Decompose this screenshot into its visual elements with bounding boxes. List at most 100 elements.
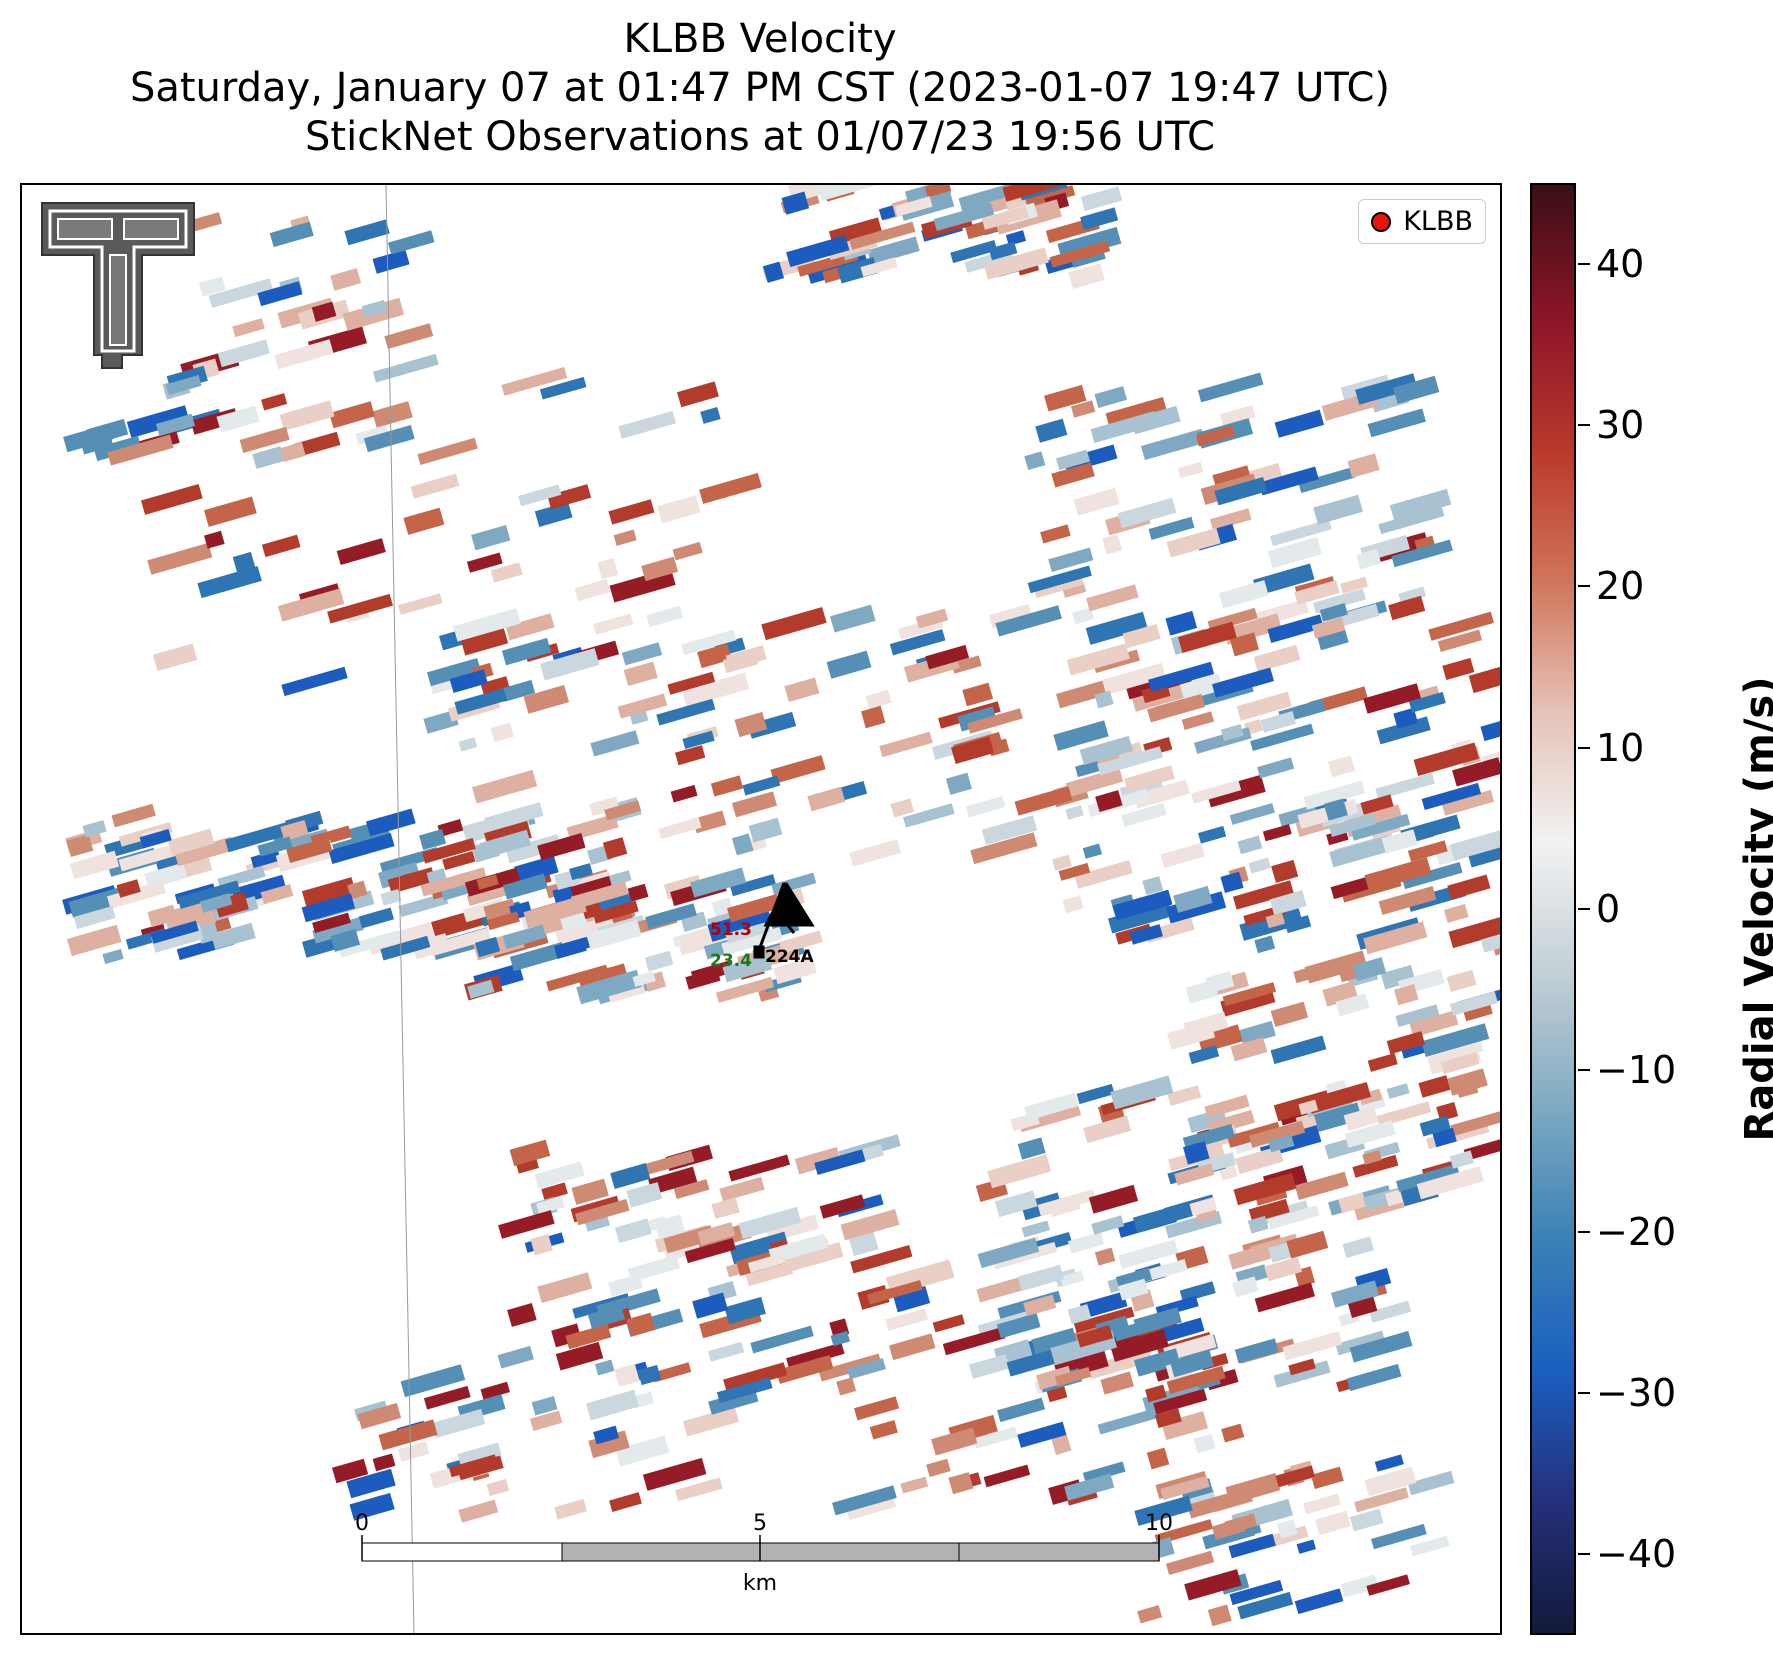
radar-velocity-field: 51.3 23.4 224A 0 5 10 km — [41, 185, 1500, 1633]
radar-gate — [1179, 1281, 1216, 1303]
radar-gate — [66, 924, 122, 957]
radar-gate — [1311, 617, 1346, 639]
radar-gate — [988, 241, 1018, 261]
colorbar-tick — [1578, 424, 1590, 426]
radar-gate — [617, 693, 668, 719]
radar-gate — [1142, 876, 1164, 896]
radar-gate — [1298, 1099, 1319, 1115]
radar-gate — [329, 401, 375, 429]
radar-gate — [330, 928, 361, 952]
radar-gate — [1052, 854, 1072, 871]
radar-gate — [1250, 723, 1315, 752]
radar-gate — [646, 605, 684, 628]
radar-gate — [1253, 644, 1301, 672]
radar-gate — [983, 1464, 1031, 1488]
radar-gate — [199, 893, 233, 913]
radar-gate — [486, 1478, 510, 1497]
radar-gate — [1073, 1306, 1135, 1334]
radar-gate — [850, 1245, 913, 1274]
radar-gate — [885, 1259, 953, 1289]
radar-gate — [1314, 1102, 1363, 1132]
radar-gate — [1347, 453, 1380, 478]
radar-gate — [1381, 829, 1418, 854]
radar-gate — [1350, 813, 1411, 841]
radar-gate — [346, 1468, 396, 1499]
radar-gate — [1166, 527, 1221, 558]
radar-gate — [697, 1221, 736, 1246]
title-line-1: KLBB Velocity — [623, 16, 897, 62]
radar-gate — [1258, 466, 1319, 496]
radar-gate — [523, 895, 587, 929]
radar-gate — [761, 606, 827, 641]
radar-gate — [590, 730, 640, 757]
radar-gate — [454, 688, 508, 715]
radar-gate — [1080, 186, 1123, 212]
radar-gate — [1189, 1197, 1218, 1217]
sticknet-station-224A[interactable]: 51.3 23.4 224A — [710, 881, 815, 971]
radar-gate — [1268, 1134, 1295, 1153]
radar-gate — [497, 1345, 534, 1369]
radar-gate — [1133, 779, 1190, 809]
radar-gate — [269, 221, 314, 248]
radar-gate — [1134, 1348, 1181, 1377]
radar-gate — [1303, 1493, 1341, 1515]
radar-gate — [479, 829, 532, 859]
radar-gate — [640, 1150, 695, 1177]
radar-gate — [372, 1453, 396, 1472]
radar-gate — [1204, 1094, 1250, 1119]
radar-gate — [1248, 1198, 1290, 1223]
radar-gate — [501, 637, 552, 666]
radar-gate — [358, 907, 395, 929]
radar-gate — [474, 936, 501, 958]
radar-gate — [641, 556, 679, 582]
radar-gate — [996, 1313, 1041, 1339]
radar-gate — [431, 1408, 486, 1439]
radar-gate — [328, 832, 395, 864]
radar-gate — [126, 405, 190, 438]
radar-gate — [593, 613, 634, 635]
radar-gate — [502, 873, 548, 900]
radar-gate — [784, 677, 820, 702]
radar-gate — [750, 1325, 814, 1354]
radar-gate — [1140, 428, 1206, 461]
radar-gate — [932, 1314, 965, 1333]
radar-gate — [1219, 405, 1256, 427]
radar-gate — [279, 400, 335, 431]
radar-gate — [1313, 494, 1363, 525]
radar-gate — [372, 249, 410, 274]
radar-gate — [547, 484, 592, 510]
radar-gate — [642, 1457, 707, 1491]
radar-gate — [457, 1442, 502, 1467]
radar-gate — [1449, 1150, 1475, 1169]
radar-gate — [1418, 1075, 1451, 1098]
radar-gate — [748, 817, 783, 843]
radar-gate — [1060, 1270, 1085, 1287]
radar-gate — [738, 1206, 802, 1240]
radar-gate — [1086, 584, 1139, 612]
radar-gate — [1097, 1407, 1162, 1435]
radar-gate — [1153, 1388, 1208, 1415]
radar-gate — [869, 1420, 898, 1440]
radar-map[interactable]: 51.3 23.4 224A 0 5 10 km KLBB — [20, 183, 1502, 1635]
radar-gate — [1205, 970, 1235, 994]
radar-gate — [1065, 767, 1124, 797]
radar-gate — [637, 1364, 662, 1386]
radar-gate — [684, 1238, 736, 1264]
radar-gate — [1188, 1045, 1220, 1065]
radar-gate — [626, 1312, 656, 1337]
radar-gate — [458, 1499, 499, 1523]
radar-gate — [69, 850, 120, 880]
radar-gate — [555, 1341, 604, 1371]
radar-gate — [682, 730, 715, 749]
radar-gate — [657, 495, 701, 524]
radar-gate — [604, 800, 642, 821]
radar-gate — [571, 881, 629, 910]
radar-gate — [1407, 840, 1448, 862]
radar-gate — [1051, 462, 1095, 488]
radar-gate — [1095, 790, 1123, 812]
radar-gate — [885, 1308, 929, 1331]
radar-gate — [593, 1425, 620, 1445]
radar-gate — [1443, 903, 1469, 923]
radar-gate — [773, 957, 817, 985]
radar-gate — [1160, 1317, 1205, 1343]
